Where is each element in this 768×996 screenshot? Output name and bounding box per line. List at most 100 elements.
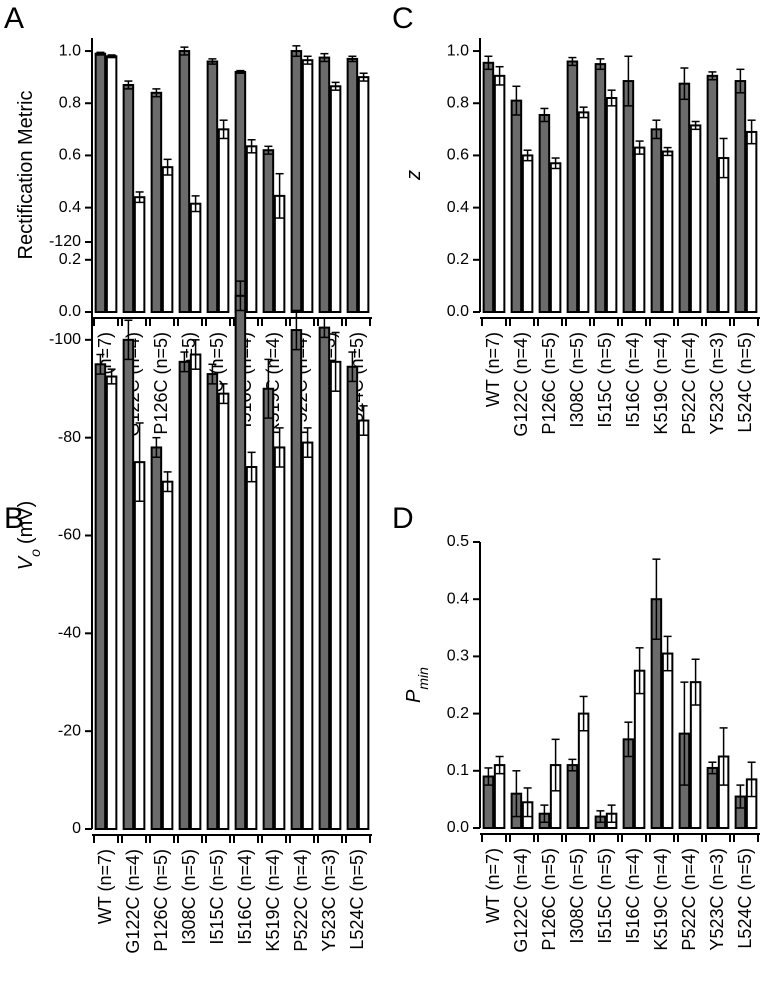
y-tick-label: 0.3 <box>447 648 469 665</box>
x-tick-label: G122C (n=4) <box>123 849 143 954</box>
bar <box>594 63 607 313</box>
y-tick-label: -60 <box>58 527 81 544</box>
y-axis-label-main: Rectification Metric <box>15 91 37 260</box>
y-axis-label: Pmin <box>403 667 431 703</box>
bar <box>217 392 230 830</box>
x-tick-label: WT (n=7) <box>483 332 503 407</box>
bar <box>577 111 590 313</box>
bar <box>357 76 370 314</box>
y-tick-label: 0.4 <box>447 590 469 607</box>
bar <box>661 652 674 829</box>
bar <box>357 419 370 830</box>
bar <box>234 294 247 830</box>
bar <box>245 145 258 313</box>
x-tick-label: P522C (n=4) <box>679 848 699 951</box>
y-axis-label: z <box>403 170 425 181</box>
bar <box>605 97 618 314</box>
x-tick-label: P126C (n=5) <box>539 848 559 951</box>
bar <box>510 99 523 313</box>
bar <box>538 113 551 313</box>
bar <box>566 60 579 313</box>
y-tick-label: -120 <box>49 233 81 250</box>
x-tick-label: Y523C (n=3) <box>319 849 339 952</box>
bar <box>94 363 107 830</box>
bar <box>493 74 506 314</box>
x-tick-label: I516C (n=4) <box>235 849 255 945</box>
y-tick-label: 0.6 <box>59 147 81 164</box>
y-axis-label: Vo (mV) <box>15 501 43 570</box>
bar <box>133 196 146 313</box>
bar <box>745 130 758 313</box>
x-tick-label: L524C (n=5) <box>735 848 755 949</box>
x-tick-label: I516C (n=4) <box>623 332 643 428</box>
panel-label: D <box>392 502 414 535</box>
bar <box>94 52 107 314</box>
y-tick-label: 0.8 <box>59 94 81 111</box>
bar <box>161 480 174 830</box>
bar <box>661 150 674 313</box>
x-tick-label: WT (n=7) <box>95 849 115 924</box>
bar <box>650 128 663 313</box>
bar <box>622 80 635 313</box>
bar <box>706 766 719 830</box>
panel-label: A <box>4 2 24 35</box>
bar <box>549 162 562 313</box>
bar <box>133 461 146 830</box>
x-tick-label: P522C (n=4) <box>679 332 699 435</box>
bar <box>493 764 506 830</box>
bar <box>189 353 202 830</box>
panel-label: C <box>392 2 414 35</box>
bar <box>189 202 202 313</box>
y-tick-label: -100 <box>49 331 81 348</box>
bar <box>217 128 230 313</box>
bar <box>273 446 286 830</box>
y-tick-label: 0.0 <box>447 303 469 320</box>
bar <box>262 149 275 313</box>
y-tick-label: -20 <box>58 722 81 739</box>
x-tick-label: G122C (n=4) <box>511 848 531 953</box>
bar <box>122 83 135 313</box>
bar <box>178 50 191 314</box>
y-axis-label-unit: (mV) <box>15 501 37 544</box>
x-tick-label: P126C (n=5) <box>151 332 171 435</box>
bar <box>318 326 331 830</box>
bar <box>717 157 730 313</box>
y-tick-label: 0.8 <box>447 94 469 111</box>
y-tick-label: 0 <box>72 820 81 837</box>
bar <box>318 56 331 314</box>
bar <box>290 50 303 314</box>
y-tick-label: -40 <box>58 625 81 642</box>
y-tick-label: 1.0 <box>447 42 469 59</box>
y-tick-label: 0.4 <box>447 199 469 216</box>
bar <box>245 466 258 830</box>
y-tick-label: 0.2 <box>59 251 81 268</box>
bar <box>678 82 691 313</box>
bar <box>346 365 359 830</box>
y-tick-label: 0.2 <box>447 705 469 722</box>
x-tick-label: I515C (n=5) <box>595 848 615 944</box>
x-tick-label: L524C (n=5) <box>347 849 367 950</box>
bar <box>290 329 303 830</box>
bar <box>105 55 118 314</box>
y-tick-label: 0.0 <box>447 819 469 836</box>
x-tick-label: L524C (n=5) <box>735 332 755 433</box>
x-tick-label: K519C (n=4) <box>263 849 283 952</box>
bar <box>206 60 219 313</box>
y-axis-label-sub: o <box>27 549 43 557</box>
bar <box>329 85 342 314</box>
y-axis-label-main: V <box>15 555 37 570</box>
x-tick-label: I308C (n=5) <box>567 848 587 944</box>
bar <box>234 70 247 313</box>
x-tick-label: G122C (n=4) <box>511 332 531 437</box>
bar <box>105 375 118 830</box>
x-tick-label: P126C (n=5) <box>151 849 171 952</box>
y-tick-label: 0.6 <box>447 147 469 164</box>
bar <box>521 154 534 313</box>
x-tick-label: K519C (n=4) <box>651 848 671 951</box>
bar <box>689 124 702 313</box>
bar <box>734 80 747 313</box>
y-tick-label: 0.0 <box>59 303 81 320</box>
y-tick-label: 1.0 <box>59 42 81 59</box>
y-axis-label-main: z <box>403 170 425 181</box>
